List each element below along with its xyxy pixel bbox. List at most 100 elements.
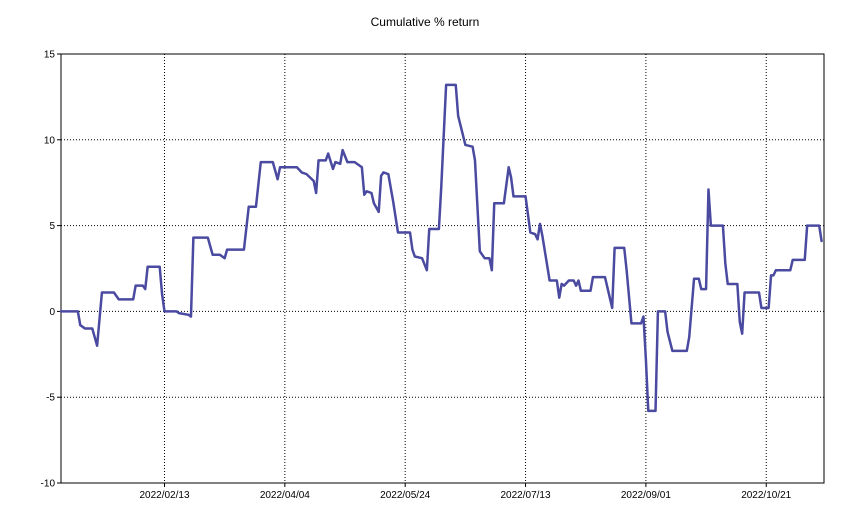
data-point [736, 283, 739, 285]
data-point [488, 257, 491, 260]
data-point [360, 166, 363, 169]
data-point [454, 83, 457, 86]
data-point [693, 277, 695, 280]
data-point [317, 159, 320, 162]
data-point [387, 173, 390, 176]
data-point [572, 279, 575, 282]
data-point [259, 161, 262, 164]
data-point [440, 185, 443, 188]
data-point [79, 324, 82, 327]
data-point [324, 159, 327, 162]
data-point [685, 349, 688, 352]
y-tick-label: 15 [44, 50, 56, 61]
data-point [206, 236, 209, 239]
x-axis: 2022/02/13 2022/04/04 2022/05/24 2022/07/13… [139, 483, 792, 501]
data-point [820, 240, 823, 242]
data-point [334, 161, 337, 164]
data-point [541, 235, 544, 237]
series-points [60, 83, 823, 412]
x-tick-label: 2022/05/24 [380, 490, 430, 501]
data-point [758, 291, 760, 294]
data-point [190, 315, 192, 318]
data-point [772, 274, 775, 277]
data-point [774, 269, 777, 272]
data-point [770, 274, 772, 277]
data-point [392, 200, 395, 203]
data-point [604, 276, 606, 278]
data-point [411, 248, 414, 251]
data-point [548, 279, 551, 282]
data-point [457, 114, 460, 117]
data-point [524, 195, 527, 198]
data-point [365, 190, 368, 193]
data-point [132, 298, 135, 301]
data-point [187, 313, 190, 316]
data-point [478, 250, 481, 253]
data-point [510, 176, 512, 179]
data-point [724, 262, 727, 265]
data-point [563, 284, 565, 287]
y-tick-label: 0 [49, 307, 55, 318]
data-point [567, 279, 570, 282]
data-point [279, 166, 281, 169]
data-point [474, 159, 476, 162]
data-point [697, 277, 700, 280]
data-point [726, 283, 729, 285]
data-point [382, 171, 385, 174]
x-tick-label: 2022/10/21 [741, 490, 791, 501]
data-point [623, 247, 626, 249]
data-point [592, 276, 594, 278]
data-point [671, 349, 674, 352]
data-point [580, 289, 582, 292]
data-point [743, 291, 746, 294]
data-point [226, 248, 228, 251]
data-point [397, 231, 399, 234]
data-point [539, 222, 541, 225]
data-point [471, 145, 474, 148]
data-point [341, 149, 344, 152]
data-point [178, 312, 180, 315]
data-point [353, 161, 356, 164]
data-point [247, 205, 250, 208]
data-point [144, 288, 147, 290]
data-point [76, 310, 79, 313]
data-point [96, 344, 98, 347]
data-point [630, 322, 633, 325]
data-point [161, 293, 163, 296]
data-point [300, 171, 303, 174]
return-series-line [59, 83, 823, 413]
data-point [315, 192, 318, 194]
data-point [738, 320, 741, 323]
data-point [464, 144, 467, 146]
data-point [211, 253, 214, 256]
data-point [84, 327, 86, 330]
plot-area-frame [60, 53, 825, 484]
data-point [647, 410, 650, 412]
data-point [707, 188, 710, 191]
data-point [339, 162, 342, 165]
y-tick-label: 10 [44, 135, 56, 146]
data-point [276, 178, 279, 181]
data-point [818, 224, 821, 227]
data-point [613, 247, 616, 249]
y-axis: 15 10 5 0 -5 -10 [41, 50, 61, 490]
y-tick-label: -10 [41, 479, 56, 490]
data-point [611, 307, 614, 309]
data-point [767, 307, 770, 309]
data-point [327, 152, 330, 155]
data-point [255, 205, 257, 208]
data-point [657, 310, 659, 313]
data-point [529, 231, 532, 234]
data-point [490, 269, 493, 272]
data-point [789, 269, 792, 272]
data-point [507, 166, 510, 169]
data-point [700, 288, 703, 290]
data-point [243, 248, 245, 251]
data-point [791, 259, 794, 261]
data-point [91, 327, 94, 330]
data-point [218, 253, 221, 256]
data-point [192, 236, 195, 239]
x-tick-label: 2022/07/13 [501, 490, 551, 501]
data-point [502, 202, 505, 205]
